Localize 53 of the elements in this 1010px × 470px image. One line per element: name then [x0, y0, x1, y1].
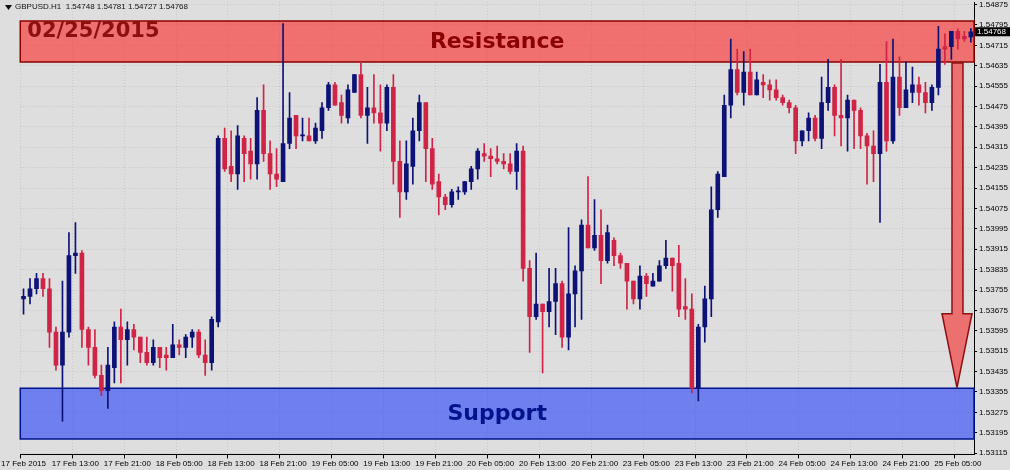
- text: 02/25/2015: [27, 18, 160, 42]
- candlestick: [176, 339, 182, 356]
- annotation: GBPUSD.H1 1.54748 1.54781 1.54727 1.54768: [15, 2, 189, 12]
- y-tick-label: 1.54875: [979, 0, 1009, 9]
- candlestick: [163, 347, 169, 371]
- y-tick-label: 1.54475: [979, 101, 1009, 111]
- x-tick-label: 18 Feb 21:00: [259, 459, 308, 469]
- y-tick-label: 1.53515: [979, 346, 1009, 356]
- y-tick-label: 1.54235: [979, 162, 1009, 172]
- y-tick-label: 1.53755: [979, 285, 1009, 295]
- x-tick-label: 20 Feb 05:00: [467, 459, 515, 469]
- candlestick: [767, 79, 773, 101]
- x-tick-label: 18 Feb 13:00: [207, 459, 256, 469]
- x-tick-label: 19 Feb 05:00: [311, 459, 360, 469]
- x-tick-label: 20 Feb 21:00: [570, 459, 619, 469]
- y-tick-label: 1.53595: [979, 325, 1009, 335]
- x-tick-label: 24 Feb 21:00: [882, 459, 931, 469]
- x-tick-label: 24 Feb 05:00: [778, 459, 827, 469]
- x-tick-label: 20 Feb 13:00: [519, 459, 567, 469]
- y-tick-label: 1.54555: [979, 81, 1009, 91]
- candlestick: [760, 74, 766, 98]
- y-tick-label: 1.54635: [979, 60, 1009, 70]
- y-tick-label: 1.54795: [979, 20, 1009, 30]
- x-tick-label: 17 Feb 21:00: [103, 459, 152, 469]
- y-tick-label: 1.53115: [979, 448, 1008, 458]
- x-tick-label: 17 Feb 13:00: [51, 459, 100, 469]
- text: 1.54768: [977, 27, 1007, 37]
- candlestick: [202, 339, 208, 376]
- x-tick-label: 23 Feb 13:00: [674, 459, 723, 469]
- x-tick-label: 18 Feb 05:00: [155, 459, 204, 469]
- x-tick-label: 23 Feb 21:00: [726, 459, 775, 469]
- x-tick-label: 19 Feb 13:00: [363, 459, 411, 469]
- y-tick-label: 1.53675: [979, 305, 1009, 315]
- y-tick-label: 1.54715: [979, 40, 1009, 50]
- y-tick-label: 1.53835: [979, 264, 1009, 274]
- y-tick-label: 1.53915: [979, 244, 1009, 254]
- x-tick-label: 23 Feb 05:00: [622, 459, 671, 469]
- candlestick: [189, 329, 195, 348]
- y-tick-label: 1.53275: [979, 407, 1009, 417]
- y-tick-label: 1.53355: [979, 387, 1009, 397]
- band-label: Resistance: [429, 28, 565, 54]
- y-tick-label: 1.54155: [979, 183, 1009, 193]
- band-label: Support: [447, 400, 548, 426]
- y-tick-label: 1.54315: [979, 142, 1009, 152]
- x-tick-label: 17 Feb 2015: [1, 459, 47, 469]
- y-tick-label: 1.54075: [979, 203, 1009, 213]
- x-tick-label: 24 Feb 13:00: [830, 459, 879, 469]
- y-tick-label: 1.53435: [979, 366, 1009, 376]
- y-tick-label: 1.53195: [979, 427, 1009, 437]
- y-tick-label: 1.54395: [979, 122, 1009, 132]
- x-tick-label: 19 Feb 21:00: [415, 459, 463, 469]
- y-tick-label: 1.53995: [979, 224, 1009, 234]
- x-tick-label: 25 Feb 05:00: [934, 459, 982, 469]
